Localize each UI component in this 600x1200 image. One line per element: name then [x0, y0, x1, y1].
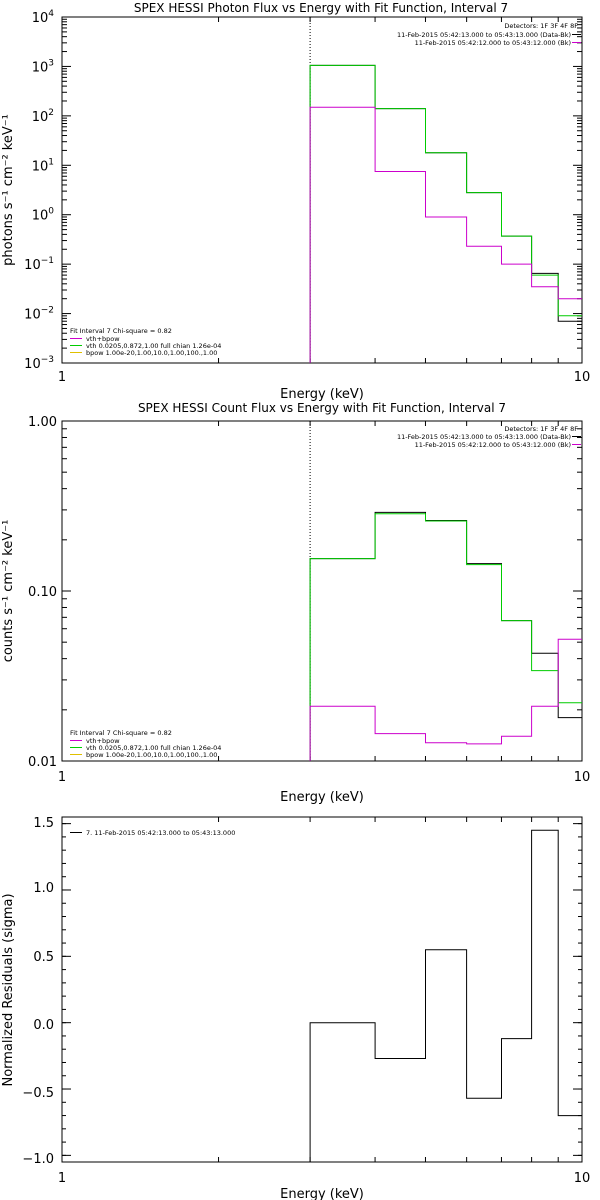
photon-legend-total: vth+bpow [86, 335, 120, 343]
bk-step-series [309, 638, 582, 761]
photon-y-tick-label: 100 [32, 207, 55, 224]
residual-step-series [309, 829, 583, 1162]
photon-x-tick-10: 10 [574, 370, 591, 385]
photon-legend-bpow: bpow 1.00e-20,1.00,10.0,1.00,100.,1.00 [86, 349, 217, 357]
count-legend-detectors: Detectors: 1F 3F 4F 8F [504, 425, 578, 433]
photon-y-tick-label: 10−3 [24, 355, 54, 372]
photon-legend-fit-interval: Fit Interval 7 Chi-square = 0.82 [70, 327, 172, 335]
photon-flux-panel: SPEX HESSI Photon Flux vs Energy with Fi… [1, 1, 590, 402]
count-legend-fit-interval: Fit Interval 7 Chi-square = 0.82 [70, 729, 172, 737]
photon-panel-title: SPEX HESSI Photon Flux vs Energy with Fi… [134, 1, 508, 15]
residuals-plot-frame [61, 816, 583, 1163]
photon-legend-data-interval: 11-Feb-2015 05:42:13.000 to 05:43:13.000… [397, 31, 571, 39]
vth-step-series [309, 513, 582, 761]
count-legend-bk-interval: 11-Feb-2015 05:42:12.000 to 05:43:12.000… [415, 441, 571, 449]
count-legend-vth: vth 0.0205,0.872,1.00 full chian 1.26e-0… [86, 744, 221, 752]
residuals-y-tick-m0p5: −0.5 [22, 1086, 54, 1101]
count-legend-total: vth+bpow [86, 737, 120, 745]
count-y-axis-label: counts s⁻¹ cm⁻² keV⁻¹ [1, 520, 16, 663]
residuals-y-tick-0p0: 0.0 [33, 1018, 54, 1033]
residuals-y-tick-1p0: 1.0 [33, 881, 54, 896]
count-legend-bottom-left: Fit Interval 7 Chi-square = 0.82 vth+bpo… [70, 729, 221, 759]
residuals-x-tick-10: 10 [574, 1171, 591, 1186]
count-plot-frame [61, 420, 583, 762]
residuals-panel: 1.5 1.0 0.5 0.0 −0.5 −1.0 1 10 Energy (k… [1, 816, 590, 1200]
photon-legend-top-right: Detectors: 1F 3F 4F 8F 11-Feb-2015 05:42… [397, 22, 581, 47]
photon-y-tick-label: 102 [32, 108, 54, 125]
photon-x-tick-1: 1 [58, 370, 66, 385]
residuals-x-axis-label: Energy (keV) [280, 1187, 364, 1200]
photon-plot-frame [61, 16, 583, 364]
photon-legend-vth: vth 0.0205,0.872,1.00 full chian 1.26e-0… [86, 342, 221, 350]
count-flux-panel: SPEX HESSI Count Flux vs Energy with Fit… [1, 401, 590, 805]
count-y-tick-0p01: 0.01 [28, 755, 57, 770]
count-legend-bpow: bpow 1.00e-20,1.00,10.0,1.00,100.,1.00 [86, 751, 217, 759]
photon-y-tick-label: 104 [32, 9, 55, 26]
residuals-legend-interval: 7. 11-Feb-2015 05:42:13.000 to 05:43:13.… [86, 829, 235, 837]
photon-y-tick-label: 10−2 [24, 306, 54, 323]
count-y-tick-0p1: 0.10 [28, 585, 57, 600]
photon-legend-detectors: Detectors: 1F 3F 4F 8F [504, 22, 578, 30]
residuals-legend: 7. 11-Feb-2015 05:42:13.000 to 05:43:13.… [70, 829, 235, 837]
count-legend-top-right: Detectors: 1F 3F 4F 8F 11-Feb-2015 05:42… [397, 425, 581, 449]
photon-y-tick-label: 103 [32, 58, 54, 75]
residuals-y-axis-label: Normalized Residuals (sigma) [1, 893, 16, 1086]
photon-legend-bottom-left: Fit Interval 7 Chi-square = 0.82 vth+bpo… [70, 327, 221, 357]
vth-step-series [309, 64, 582, 363]
photon-y-tick-labels: 104 103 102 101 100 10−1 10−2 10−3 [24, 9, 54, 372]
count-panel-title: SPEX HESSI Count Flux vs Energy with Fit… [138, 401, 506, 415]
count-series [309, 511, 582, 761]
count-x-tick-10: 10 [574, 770, 591, 785]
photon-y-tick-label: 101 [32, 157, 54, 174]
data-bk-step-series [309, 64, 582, 363]
count-legend-data-interval: 11-Feb-2015 05:42:13.000 to 05:43:13.000… [397, 433, 571, 441]
residuals-x-tick-1: 1 [58, 1171, 66, 1186]
photon-axis-ticks [62, 16, 582, 364]
photon-x-axis-label: Energy (keV) [280, 387, 364, 402]
count-axis-ticks [62, 420, 582, 762]
photon-legend-bk-interval: 11-Feb-2015 05:42:12.000 to 05:43:12.000… [415, 39, 571, 47]
residuals-y-tick-0p5: 0.5 [33, 950, 54, 965]
count-x-tick-1: 1 [58, 770, 66, 785]
residuals-series [309, 829, 583, 1162]
count-y-tick-1: 1.00 [28, 415, 57, 430]
data-bk-step-series [309, 511, 582, 761]
photon-series [309, 64, 582, 363]
photon-y-tick-label: 10−1 [24, 256, 54, 273]
residuals-y-tick-1p5: 1.5 [33, 816, 54, 831]
residuals-axis-ticks [62, 817, 582, 1162]
bk-step-series [309, 106, 582, 363]
residuals-y-tick-m1p0: −1.0 [22, 1152, 54, 1167]
photon-y-axis-label: photons s⁻¹ cm⁻² keV⁻¹ [1, 114, 16, 266]
count-x-axis-label: Energy (keV) [280, 790, 364, 805]
